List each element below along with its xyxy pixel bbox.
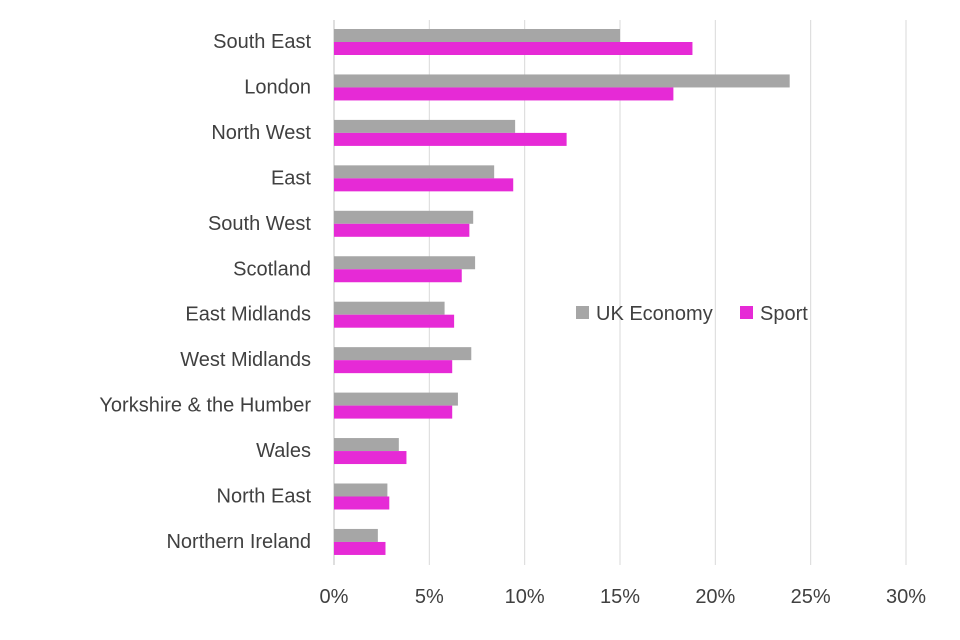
category-label: East: [271, 167, 311, 189]
x-tick-labels: 0% 5% 10% 15% 20% 25% 30%: [320, 586, 927, 608]
category-labels: South East London North West East South West…: [99, 31, 311, 553]
bar-uk-economy: [334, 483, 388, 497]
category-label: London: [244, 76, 311, 98]
bar-sport: [334, 178, 514, 192]
bar-sport: [334, 451, 407, 465]
bar-sport: [334, 87, 674, 101]
legend-swatch: [740, 306, 753, 319]
category-label: South East: [213, 31, 311, 53]
category-label: North West: [211, 122, 311, 144]
legend: UK Economy Sport: [576, 303, 808, 325]
bar-uk-economy: [334, 256, 476, 270]
category-label: Scotland: [233, 258, 311, 280]
x-tick-label: 25%: [791, 586, 831, 608]
gridlines: [333, 20, 907, 565]
x-tick-label: 20%: [695, 586, 735, 608]
bar-sport: [334, 360, 453, 374]
bar-uk-economy: [334, 210, 474, 224]
bar-uk-economy: [334, 29, 620, 42]
bars: [334, 29, 790, 555]
bar-uk-economy: [334, 347, 472, 361]
category-label: South West: [208, 213, 311, 235]
bar-sport: [334, 541, 386, 555]
bar-uk-economy: [334, 528, 378, 542]
x-tick-label: 15%: [600, 586, 640, 608]
x-tick-label: 10%: [505, 586, 545, 608]
x-tick-label: 0%: [320, 586, 349, 608]
bar-uk-economy: [334, 438, 399, 452]
bar-uk-economy: [334, 119, 516, 133]
category-label: West Midlands: [180, 349, 311, 371]
x-tick-label: 30%: [886, 586, 926, 608]
category-label: Northern Ireland: [166, 531, 311, 553]
x-tick-label: 5%: [415, 586, 444, 608]
bar-sport: [334, 132, 567, 146]
bar-uk-economy: [334, 301, 445, 315]
category-label: Yorkshire & the Humber: [99, 395, 311, 417]
bar-sport: [334, 42, 693, 55]
category-label: Wales: [256, 440, 311, 462]
bar-sport: [334, 314, 455, 328]
bar-sport: [334, 223, 470, 237]
bar-uk-economy: [334, 74, 790, 88]
bar-sport: [334, 269, 462, 283]
category-label: North East: [217, 486, 312, 508]
legend-label: UK Economy: [596, 303, 713, 325]
legend-label: Sport: [760, 303, 808, 325]
bar-sport: [334, 496, 390, 510]
bar-uk-economy: [334, 165, 495, 179]
category-label: East Midlands: [185, 304, 311, 326]
bar-sport: [334, 405, 453, 419]
bar-uk-economy: [334, 392, 458, 406]
legend-swatch: [576, 306, 589, 319]
